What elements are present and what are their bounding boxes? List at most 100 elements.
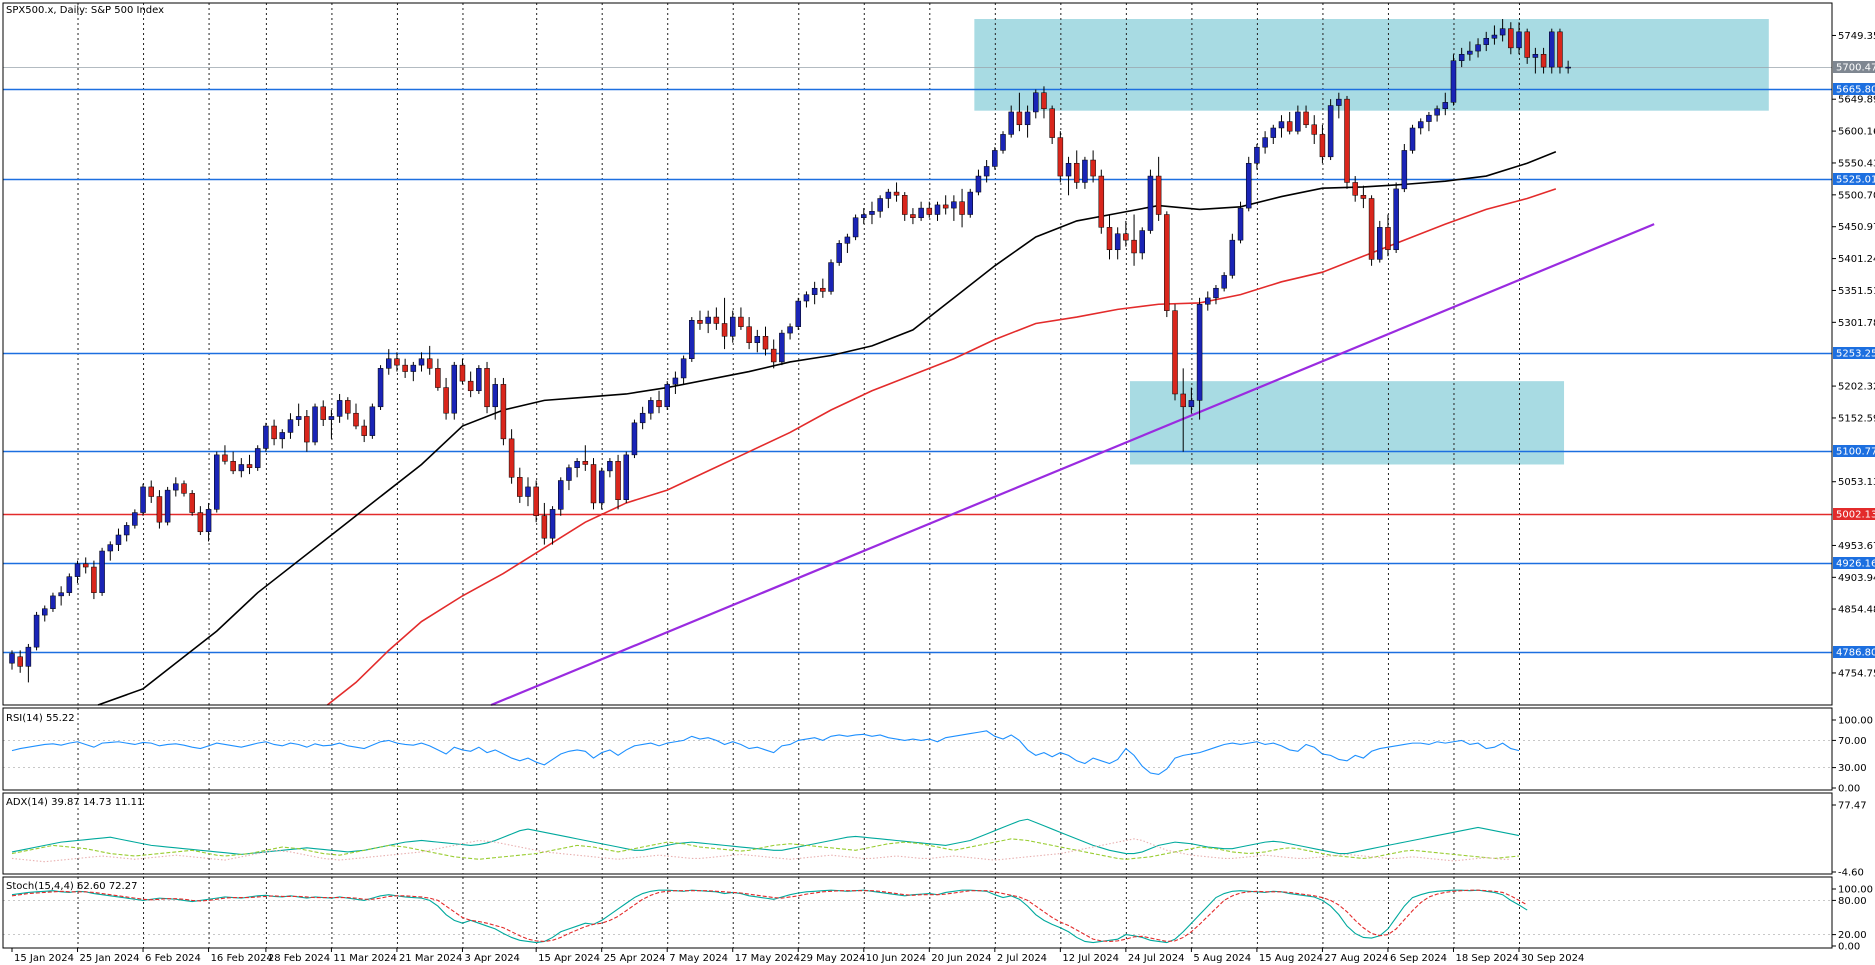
time-tick-label-18: 5 Aug 2024 <box>1193 953 1251 964</box>
candle-body-125 <box>1033 92 1039 113</box>
level-tag-1: 5525.01 <box>1833 173 1875 186</box>
level-tag-2-box <box>1833 347 1875 359</box>
level-tag-6-text: 4786.80 <box>1836 648 1875 659</box>
adx-series-2 <box>11 838 1511 863</box>
candle-body-5 <box>50 595 56 609</box>
price-tick-label-6: 5401.24 <box>1838 254 1875 265</box>
pane-frame-3 <box>2 876 1833 949</box>
candle-body-78 <box>648 400 654 414</box>
candle-body-18 <box>156 496 163 523</box>
candle-body-4 <box>42 608 48 616</box>
level-tag-1-box <box>1833 173 1875 185</box>
price-tick-label-9: 5202.32 <box>1838 382 1875 393</box>
candle-body-123 <box>1016 111 1023 126</box>
subwindows-layer <box>3 730 1832 944</box>
candle-body-180 <box>1483 38 1489 45</box>
candle-body-164 <box>1352 182 1358 196</box>
candle-body-41 <box>345 400 351 414</box>
price-tick-label-14: 4854.48 <box>1838 605 1875 616</box>
candle-body-176 <box>1450 60 1457 103</box>
time-tick-label-20: 27 Aug 2024 <box>1324 953 1388 964</box>
candle-body-26 <box>222 454 228 462</box>
candle-body-12 <box>107 544 114 552</box>
candle-body-144 <box>1188 400 1195 408</box>
candle-body-47 <box>394 358 400 366</box>
candle-body-36 <box>304 416 310 443</box>
stoch-tick-label-1: 80.00 <box>1838 896 1867 907</box>
candle-body-140 <box>1155 175 1162 215</box>
candle-body-188 <box>1549 31 1555 68</box>
candle-body-128 <box>1057 137 1064 177</box>
candle-body-77 <box>639 412 646 424</box>
candle-body-139 <box>1147 175 1154 231</box>
candle-body-166 <box>1368 198 1375 260</box>
candle-body-59 <box>492 384 498 408</box>
candle-body-80 <box>664 384 670 408</box>
candle-body-62 <box>517 477 523 497</box>
candle-body-13 <box>115 534 122 545</box>
candle-body-167 <box>1377 227 1383 260</box>
candle-body-54 <box>451 364 458 414</box>
price-tick-label-1: 5649.89 <box>1838 95 1875 106</box>
time-tick-label-3: 16 Feb 2024 <box>211 953 273 964</box>
candle-body-100 <box>828 262 834 292</box>
level-lines-layer <box>3 67 1832 654</box>
candle-body-130 <box>1073 162 1080 183</box>
level-tag-6: 4786.80 <box>1833 646 1875 659</box>
rsi-line <box>11 730 1520 775</box>
candle-body-40 <box>336 400 343 417</box>
candle-body-119 <box>983 166 990 177</box>
candle-body-3 <box>33 614 40 648</box>
time-tick-label-12: 29 May 2024 <box>800 953 865 964</box>
candle-body-98 <box>811 287 818 295</box>
candle-body-178 <box>1467 50 1473 55</box>
candle-body-146 <box>1205 297 1211 305</box>
candle-body-39 <box>328 416 335 420</box>
level-tag-3-box <box>1833 445 1875 457</box>
candle-body-8 <box>74 563 81 577</box>
rsi-tick-label-2: 30.00 <box>1838 763 1867 774</box>
candle-body-51 <box>426 358 433 369</box>
candle-body-55 <box>459 364 466 382</box>
candle-body-56 <box>467 380 474 392</box>
candle-body-88 <box>729 316 736 337</box>
candle-body-186 <box>1532 54 1539 58</box>
level-tag-0-box <box>1833 83 1875 95</box>
level-tag-4-box <box>1833 508 1875 520</box>
stoch-tick-label-2: 20.00 <box>1838 930 1867 941</box>
candle-body-121 <box>1000 134 1006 151</box>
frame-layer <box>2 2 1833 949</box>
level-tag-2: 5253.25 <box>1833 347 1875 360</box>
price-tick-label-13: 4903.94 <box>1838 573 1875 584</box>
candle-body-138 <box>1139 230 1145 254</box>
price-axis-layer: 5749.35 5649.89 5600.16 5550.43 5500.70 5450.… <box>1832 31 1875 953</box>
moving-average-0 <box>97 150 1557 706</box>
candle-body-181 <box>1491 34 1498 39</box>
level-tag-3: 5100.77 <box>1833 445 1875 458</box>
candle-body-137 <box>1131 239 1137 254</box>
candle-body-92 <box>762 336 769 350</box>
candle-body-61 <box>508 438 515 478</box>
candle-body-38 <box>320 406 326 420</box>
candle-body-131 <box>1082 159 1088 183</box>
stoch-tick-label-0: 100.00 <box>1838 885 1873 896</box>
current-price-tag-text: 5700.47 <box>1836 63 1875 74</box>
candle-body-153 <box>1262 137 1268 148</box>
candle-body-105 <box>869 211 875 215</box>
candle-body-107 <box>885 191 892 199</box>
candle-body-93 <box>770 348 777 363</box>
time-axis-layer: 15 Jan 2024 25 Jan 2024 6 Feb 2024 16 Feb 2… <box>11 948 1584 964</box>
candle-body-101 <box>836 243 842 263</box>
candle-body-7 <box>66 576 73 593</box>
candle-body-117 <box>967 191 974 215</box>
candle-body-70 <box>582 461 589 465</box>
candle-body-170 <box>1401 150 1408 190</box>
stoch-tick-label-3: 0.00 <box>1838 942 1860 953</box>
price-tick-label-10: 5152.59 <box>1838 413 1875 424</box>
price-tick-label-5: 5450.97 <box>1838 222 1875 233</box>
candle-body-135 <box>1114 233 1121 251</box>
candle-body-31 <box>263 425 269 449</box>
candle-body-25 <box>214 454 220 510</box>
